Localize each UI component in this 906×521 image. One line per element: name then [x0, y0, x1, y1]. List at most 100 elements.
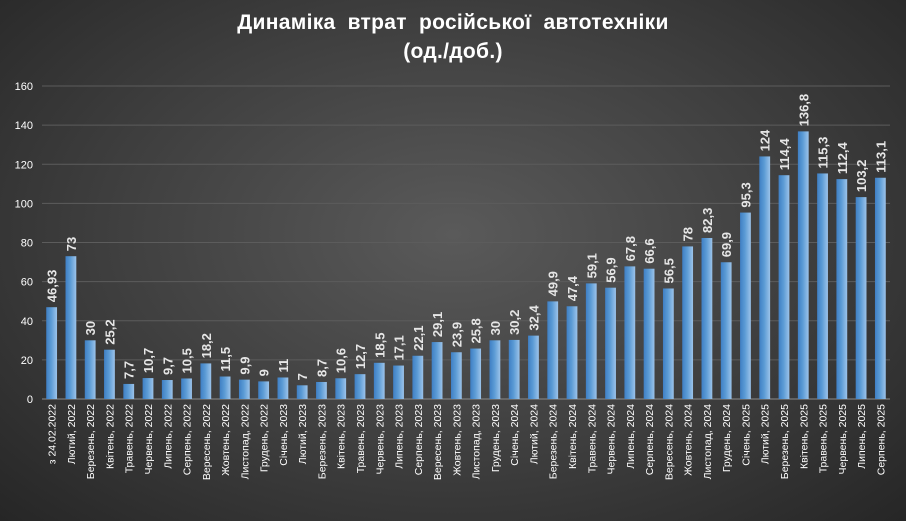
x-tick-label: Лютий, 2023 [297, 404, 309, 464]
x-tick-label: Жовтень, 2022 [220, 404, 232, 476]
x-tick-label: Квітень, 2022 [104, 404, 116, 469]
data-label: 32,4 [526, 305, 541, 331]
bar [316, 381, 327, 399]
x-tick-label: Грудень, 2022 [259, 404, 271, 472]
data-label: 49,9 [546, 271, 561, 296]
x-tick-label: Серпень, 2022 [182, 404, 194, 475]
x-tick-label: Серпень, 2023 [413, 404, 425, 475]
x-tick-label: Листопад, 2024 [702, 404, 714, 480]
bar [605, 287, 616, 399]
bar [46, 307, 58, 399]
x-tick-label: Березень, 2025 [779, 404, 791, 479]
bar [778, 175, 790, 399]
bar [470, 348, 482, 399]
bar [219, 376, 231, 399]
chart-title-block: Динаміка втрат російської автотехніки (о… [0, 8, 906, 66]
x-tick-label: Червень, 2024 [606, 404, 618, 475]
x-tick-label: Травень, 2025 [818, 404, 830, 473]
x-tick-label: Липень, 2024 [625, 404, 637, 469]
data-label: 114,4 [777, 138, 792, 171]
bar [238, 379, 250, 399]
bar [874, 177, 886, 399]
data-label: 9,9 [237, 357, 252, 375]
data-label: 9,7 [160, 357, 175, 375]
bar [277, 377, 289, 399]
bar [161, 380, 173, 399]
bar [296, 385, 308, 399]
data-label: 103,2 [854, 160, 869, 193]
x-tick-label: Червень, 2023 [374, 404, 386, 475]
bar [65, 256, 77, 399]
data-label: 124 [758, 129, 773, 151]
bar [84, 340, 96, 399]
x-tick-label: Травень, 2024 [586, 404, 598, 473]
x-tick-label: Грудень, 2023 [490, 404, 502, 472]
x-tick-label: Грудень, 2024 [721, 404, 733, 472]
x-tick-label: Квітень, 2025 [798, 404, 810, 469]
data-label: 82,3 [700, 208, 715, 233]
x-tick-label: Червень, 2025 [837, 404, 849, 475]
y-tick-label: 80 [21, 238, 33, 250]
data-label: 67,8 [623, 236, 638, 261]
bar [373, 362, 385, 399]
data-label: 73 [64, 237, 79, 251]
x-tick-label: Липень, 2022 [162, 404, 174, 469]
data-label: 30 [83, 321, 98, 335]
bar [740, 212, 751, 399]
y-tick-label: 0 [27, 394, 33, 406]
data-label: 115,3 [816, 137, 831, 169]
data-label: 10,7 [141, 348, 156, 373]
data-label: 56,9 [604, 257, 619, 282]
data-label: 56,5 [661, 258, 676, 283]
bar [450, 352, 462, 399]
x-tick-label: Вересень, 2024 [663, 404, 675, 480]
bar [585, 283, 597, 399]
data-label: 30 [488, 321, 503, 335]
y-tick-label: 100 [15, 198, 33, 210]
data-label: 25,8 [469, 318, 484, 343]
data-label: 8,7 [314, 359, 329, 377]
data-label: 7,7 [122, 361, 137, 379]
data-label: 22,1 [411, 325, 426, 350]
bar [142, 378, 154, 399]
x-tick-label: Жовтень, 2024 [683, 404, 695, 476]
data-label: 46,93 [45, 270, 60, 303]
bar [759, 156, 771, 399]
bar [836, 179, 848, 399]
bar [566, 306, 578, 399]
y-tick-label: 40 [21, 316, 33, 328]
x-tick-label: Серпень, 2024 [644, 404, 656, 475]
x-tick-label: Липень, 2025 [856, 404, 868, 469]
bar [662, 288, 674, 399]
chart-subtitle: (од./доб.) [403, 40, 503, 63]
data-label: 136,8 [796, 94, 811, 127]
data-label: 23,9 [449, 322, 464, 347]
data-label: 7 [295, 373, 310, 380]
bar [431, 342, 443, 399]
data-label: 18,5 [372, 332, 387, 357]
x-tick-label: Січень, 2025 [740, 404, 752, 466]
bar [393, 365, 404, 399]
bar [104, 349, 115, 399]
data-label: 18,2 [199, 333, 214, 358]
bar [200, 363, 212, 399]
x-tick-label: з 24.02.2022 [47, 404, 59, 464]
data-label: 17,1 [392, 335, 407, 360]
chart-title: Динаміка втрат російської автотехніки [237, 11, 669, 34]
data-label: 10,5 [180, 348, 195, 373]
data-label: 113,1 [873, 141, 888, 173]
bar [354, 374, 366, 399]
x-tick-label: Березень, 2024 [548, 404, 560, 479]
y-tick-label: 60 [21, 277, 33, 289]
data-label: 66,6 [642, 238, 657, 263]
data-label: 25,2 [102, 319, 117, 344]
data-label: 12,7 [353, 344, 368, 369]
x-tick-label: Червень, 2022 [143, 404, 155, 475]
bar [624, 266, 636, 399]
bar [528, 335, 539, 399]
x-tick-label: Липень, 2023 [394, 404, 406, 469]
data-label: 11 [276, 359, 291, 373]
data-label: 69,9 [719, 232, 734, 257]
x-tick-label: Вересень, 2023 [432, 404, 444, 480]
